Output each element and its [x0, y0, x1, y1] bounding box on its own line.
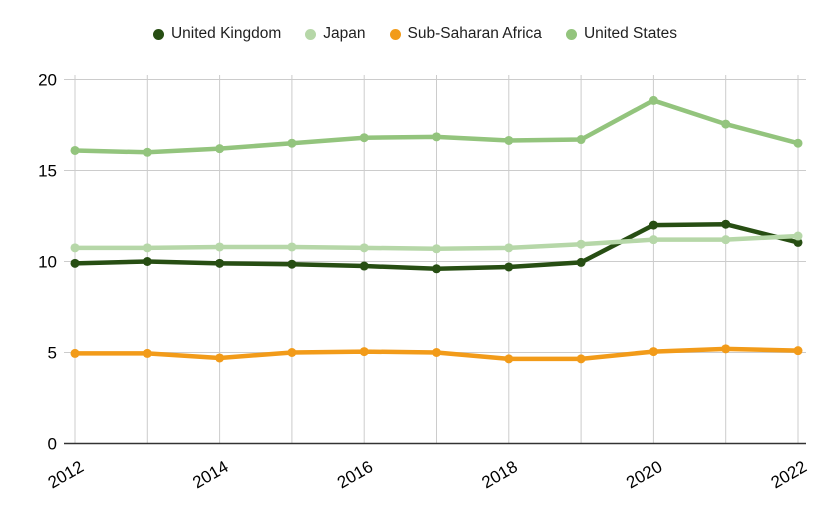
data-point-united-states-2019: [576, 135, 586, 145]
data-point-united-states-2018: [504, 135, 514, 145]
data-point-japan-2021: [721, 235, 731, 245]
y-axis-tick-labels: 0 5 10 15 20: [38, 71, 57, 454]
data-point-united-states-2021: [721, 119, 731, 129]
data-point-sub-saharan-africa-2017: [432, 348, 441, 357]
data-point-japan-2015: [287, 242, 297, 252]
legend-swatch-japan: [305, 28, 317, 40]
data-point-sub-saharan-africa-2015: [287, 348, 297, 357]
data-point-japan-2018: [504, 243, 514, 253]
data-point-sub-saharan-africa-2018: [504, 354, 514, 364]
data-point-united-kingdom-2014: [215, 258, 225, 268]
data-point-sub-saharan-africa-2012: [70, 348, 80, 358]
data-point-japan-2020: [648, 235, 658, 245]
y-tick-label-15: 15: [38, 162, 57, 181]
vertical-gridlines: [74, 75, 799, 444]
data-point-united-kingdom-2022: [793, 237, 803, 247]
x-tick-label-2012: 2012: [45, 457, 87, 492]
legend-item-united-states: United States: [565, 25, 677, 43]
data-point-japan-2016: [359, 243, 369, 253]
legend-swatch-united-kingdom: [152, 28, 164, 40]
horizontal-gridlines: [64, 79, 806, 353]
legend-swatch-sub-saharan-africa: [389, 28, 401, 40]
data-point-united-kingdom-2017: [432, 264, 441, 274]
data-point-japan-2017: [432, 244, 441, 254]
legend-label-united-states: United States: [583, 25, 677, 42]
data-point-sub-saharan-africa-2020: [648, 347, 658, 357]
y-tick-label-20: 20: [38, 71, 57, 90]
data-point-united-states-2020: [648, 95, 658, 105]
data-point-united-states-2012: [70, 145, 80, 155]
data-point-sub-saharan-africa-2016: [359, 347, 369, 357]
data-point-united-kingdom-2015: [287, 259, 297, 269]
x-tick-label-2018: 2018: [479, 457, 521, 492]
data-point-japan-2019: [576, 239, 586, 249]
data-point-japan-2014: [215, 242, 225, 252]
data-point-sub-saharan-africa-2022: [793, 346, 803, 356]
data-point-united-states-2014: [215, 144, 225, 154]
series-united-states: [70, 95, 803, 157]
data-point-sub-saharan-africa-2019: [576, 354, 586, 364]
data-point-sub-saharan-africa-2013: [142, 348, 152, 358]
data-point-japan-2022: [793, 231, 803, 241]
data-point-sub-saharan-africa-2021: [721, 344, 731, 354]
legend-swatch-united-states: [565, 28, 577, 40]
legend-label-united-kingdom: United Kingdom: [170, 25, 282, 42]
data-point-united-kingdom-2020: [648, 220, 658, 230]
data-point-united-kingdom-2013: [142, 257, 152, 266]
data-point-sub-saharan-africa-2014: [215, 353, 225, 363]
data-point-united-kingdom-2016: [359, 261, 369, 271]
x-axis-tick-labels: 2012 2014 2016 2018 2020 2022: [45, 457, 810, 492]
data-point-japan-2013: [142, 243, 152, 253]
x-tick-label-2022: 2022: [768, 457, 810, 492]
data-point-united-states-2015: [287, 138, 297, 148]
chart-legend: United Kingdom Japan Sub-Saharan Africa Uni…: [0, 22, 830, 46]
y-tick-label-10: 10: [38, 253, 57, 272]
data-point-united-kingdom-2018: [504, 262, 514, 272]
legend-item-sub-saharan-africa: Sub-Saharan Africa: [389, 25, 542, 43]
data-point-japan-2012: [70, 243, 80, 253]
series-sub-saharan-africa: [70, 344, 803, 364]
series-united-kingdom: [70, 219, 803, 274]
data-point-united-kingdom-2012: [70, 258, 80, 268]
y-tick-label-0: 0: [48, 435, 57, 454]
data-point-united-kingdom-2021: [721, 219, 731, 229]
legend-label-japan: Japan: [323, 25, 366, 42]
x-tick-label-2020: 2020: [623, 457, 665, 492]
data-point-united-states-2022: [793, 138, 803, 148]
x-tick-label-2014: 2014: [189, 457, 231, 492]
data-point-united-states-2013: [142, 147, 152, 157]
legend-label-sub-saharan-africa: Sub-Saharan Africa: [407, 25, 542, 42]
data-point-united-states-2016: [359, 133, 369, 143]
series-japan: [70, 231, 803, 254]
legend-item-united-kingdom: United Kingdom: [152, 25, 282, 43]
data-point-united-kingdom-2019: [576, 257, 586, 267]
x-tick-label-2016: 2016: [334, 457, 376, 492]
y-tick-label-5: 5: [48, 344, 57, 363]
data-point-united-states-2017: [432, 132, 441, 142]
legend-item-japan: Japan: [305, 25, 366, 43]
